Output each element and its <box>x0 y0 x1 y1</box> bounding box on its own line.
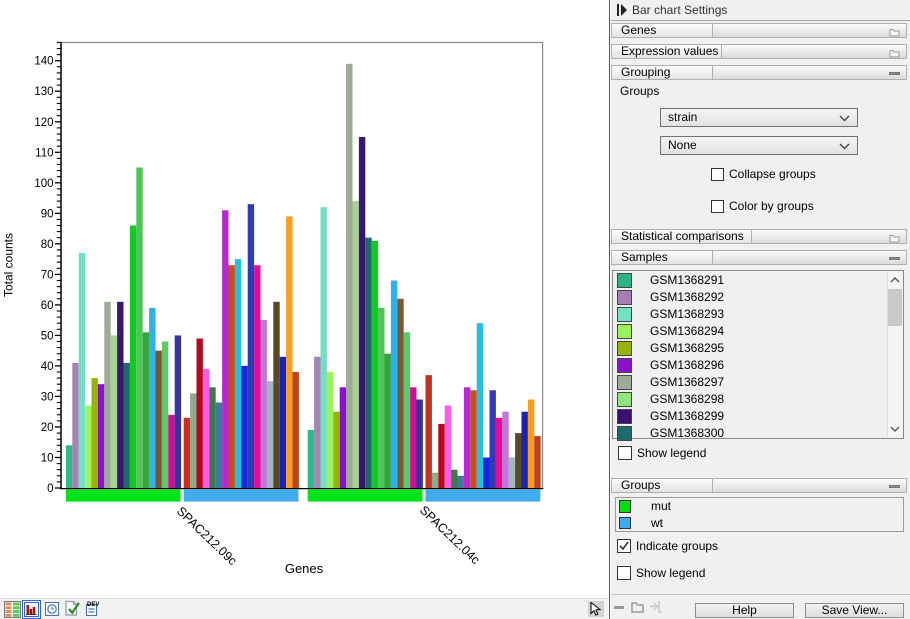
svg-text:0: 0 <box>47 483 53 495</box>
svg-text:Genes: Genes <box>285 561 324 576</box>
svg-text:100: 100 <box>34 178 53 190</box>
svg-text:30: 30 <box>41 391 54 403</box>
svg-text:120: 120 <box>34 117 53 129</box>
svg-text:110: 110 <box>35 147 53 159</box>
svg-text:80: 80 <box>41 239 54 251</box>
svg-text:20: 20 <box>41 422 54 434</box>
svg-text:70: 70 <box>41 269 54 281</box>
svg-text:SPAC212.04c: SPAC212.04c <box>417 503 483 567</box>
svg-text:90: 90 <box>41 208 54 220</box>
svg-text:SPAC212.09c: SPAC212.09c <box>174 504 240 568</box>
svg-text:10: 10 <box>41 453 54 465</box>
svg-text:Total counts: Total counts <box>2 233 16 297</box>
svg-text:130: 130 <box>34 86 53 98</box>
svg-text:DEV: DEV <box>87 602 99 608</box>
svg-text:60: 60 <box>41 300 54 312</box>
svg-text:140: 140 <box>34 56 53 68</box>
svg-text:40: 40 <box>41 361 54 373</box>
svg-text:50: 50 <box>41 330 54 342</box>
